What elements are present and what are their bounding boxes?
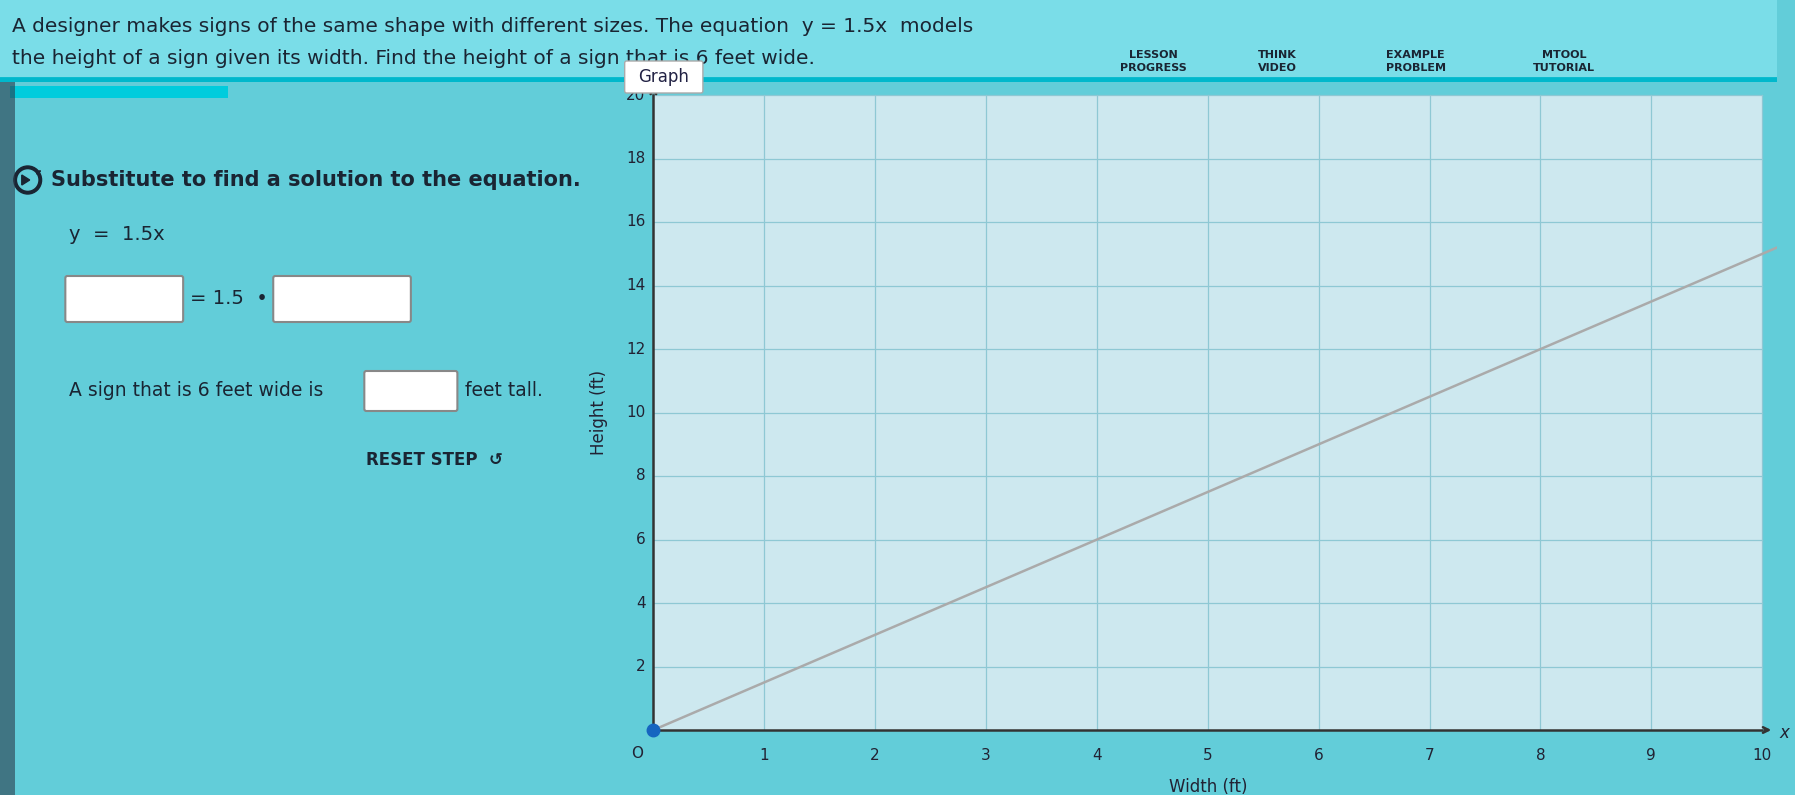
Text: PROGRESS: PROGRESS xyxy=(1120,63,1186,73)
Text: THINK: THINK xyxy=(1258,50,1296,60)
FancyBboxPatch shape xyxy=(273,276,411,322)
Text: 12: 12 xyxy=(626,342,646,356)
Text: 6: 6 xyxy=(635,532,646,547)
Text: x: x xyxy=(1779,724,1790,742)
Text: 10: 10 xyxy=(626,405,646,420)
FancyBboxPatch shape xyxy=(364,371,458,411)
Text: RESET STEP  ↺: RESET STEP ↺ xyxy=(366,451,503,469)
Text: 2: 2 xyxy=(635,659,646,674)
Text: Graph: Graph xyxy=(637,68,689,86)
Bar xyxy=(11,86,228,98)
Text: Height (ft): Height (ft) xyxy=(591,370,609,455)
Text: 4: 4 xyxy=(1091,748,1102,763)
Text: 4: 4 xyxy=(635,595,646,611)
Text: 7: 7 xyxy=(1425,748,1434,763)
Text: 6: 6 xyxy=(1314,748,1323,763)
Text: LESSON: LESSON xyxy=(1129,50,1178,60)
Text: MTOOL: MTOOL xyxy=(1542,50,1587,60)
Text: 9: 9 xyxy=(1646,748,1657,763)
Bar xyxy=(0,82,14,795)
Text: TUTORIAL: TUTORIAL xyxy=(1533,63,1596,73)
Text: 8: 8 xyxy=(635,468,646,483)
Text: Width (ft): Width (ft) xyxy=(1169,778,1248,795)
Text: 3: 3 xyxy=(982,748,991,763)
Text: 5: 5 xyxy=(1203,748,1213,763)
FancyBboxPatch shape xyxy=(625,61,704,93)
Bar xyxy=(0,0,1777,78)
Circle shape xyxy=(18,170,38,190)
Text: PROBLEM: PROBLEM xyxy=(1386,63,1445,73)
Text: y: y xyxy=(652,66,661,84)
Text: 8: 8 xyxy=(1537,748,1545,763)
FancyBboxPatch shape xyxy=(65,276,183,322)
Text: VIDEO: VIDEO xyxy=(1258,63,1296,73)
Text: the height of a sign given its width. Find the height of a sign that is 6 feet w: the height of a sign given its width. Fi… xyxy=(13,48,815,68)
Text: 16: 16 xyxy=(626,215,646,230)
Text: 20: 20 xyxy=(626,87,646,103)
Text: Substitute to find a solution to the equation.: Substitute to find a solution to the equ… xyxy=(52,170,582,190)
Text: EXAMPLE: EXAMPLE xyxy=(1386,50,1445,60)
Text: 18: 18 xyxy=(626,151,646,166)
Text: y  =  1.5x: y = 1.5x xyxy=(70,226,165,245)
Text: feet tall.: feet tall. xyxy=(465,381,544,400)
Bar xyxy=(653,95,1763,730)
Text: O: O xyxy=(632,746,643,761)
Text: 2: 2 xyxy=(871,748,880,763)
Circle shape xyxy=(14,166,41,194)
Text: A designer makes signs of the same shape with different sizes. The equation  y =: A designer makes signs of the same shape… xyxy=(13,17,973,36)
Text: 14: 14 xyxy=(626,278,646,293)
Text: 1: 1 xyxy=(759,748,768,763)
Bar xyxy=(0,78,1777,82)
Polygon shape xyxy=(22,175,31,185)
Text: = 1.5  •: = 1.5 • xyxy=(190,289,267,308)
Text: A sign that is 6 feet wide is: A sign that is 6 feet wide is xyxy=(70,381,323,400)
Text: 10: 10 xyxy=(1752,748,1772,763)
